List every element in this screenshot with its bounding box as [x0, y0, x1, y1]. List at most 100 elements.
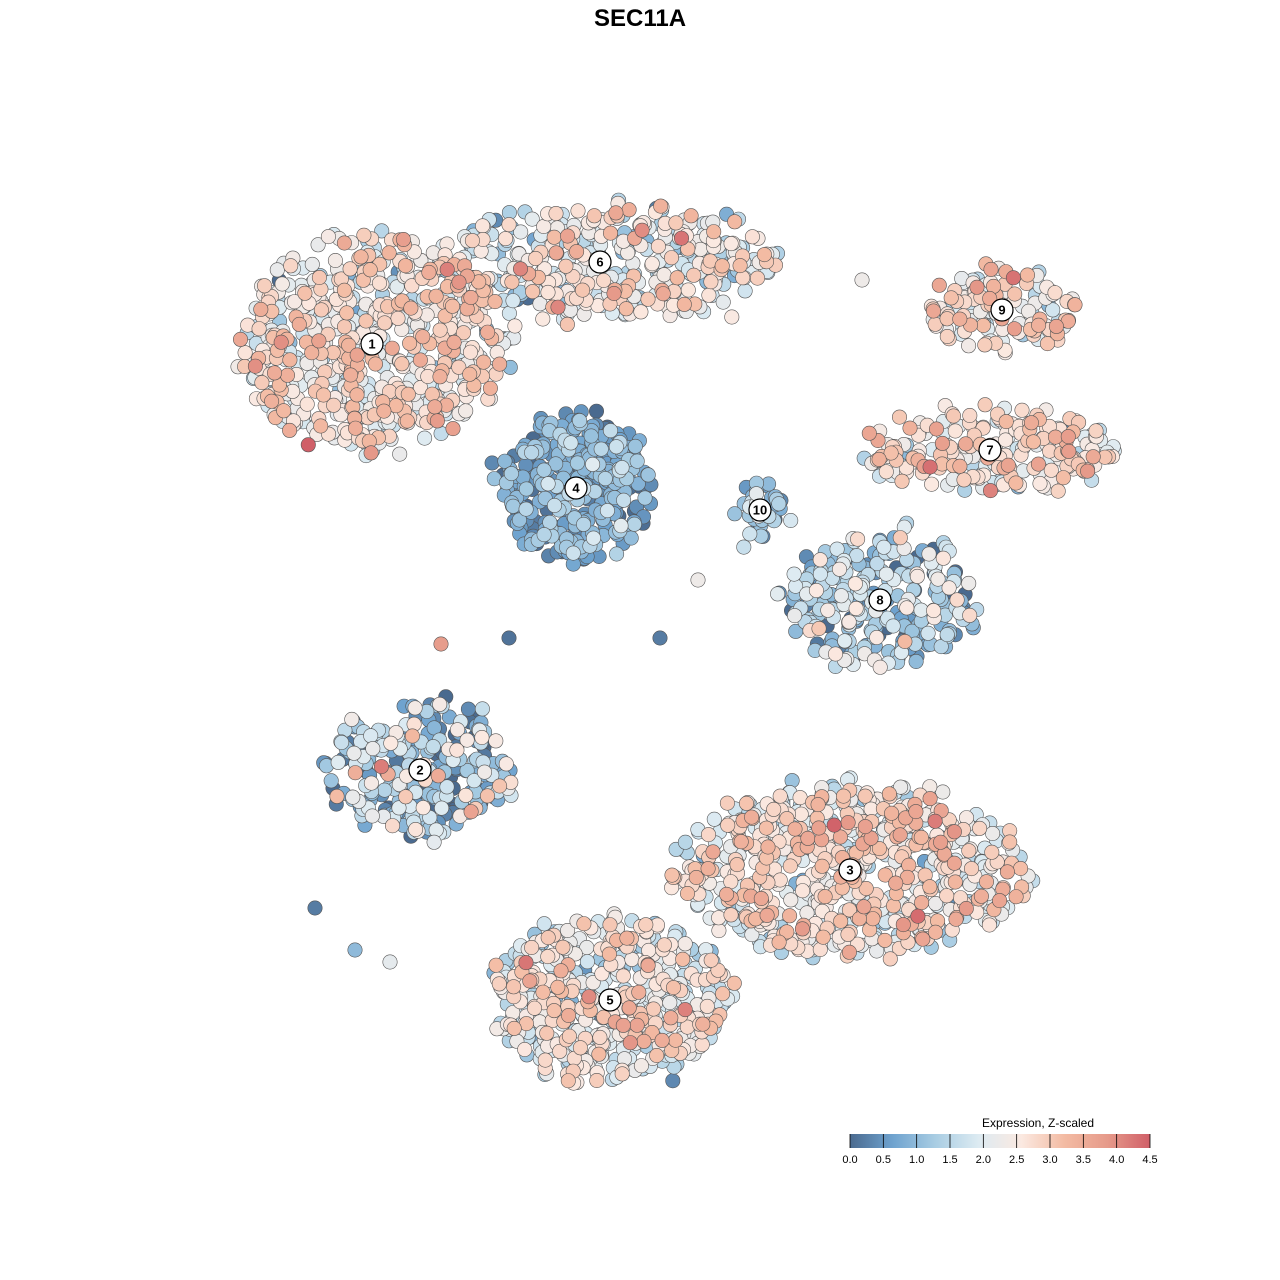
cell-point-cluster-2: [334, 734, 350, 750]
cell-point-cluster-1: [451, 359, 467, 375]
color-legend: Expression, Z-scaled 0.0 0.5 1.0 1.5 2.0 2.5 3…: [842, 1116, 1157, 1166]
cell-point-cluster-1: [282, 422, 298, 438]
cell-point-cluster-3: [999, 864, 1015, 880]
cell-point-cluster-6: [475, 218, 491, 234]
cell-point-cluster-2: [407, 700, 423, 716]
cell-point-cluster-3: [992, 893, 1008, 909]
cell-point-cluster-5: [579, 954, 595, 970]
cell-point-cluster-9: [1007, 286, 1023, 302]
cell-point-cluster-6: [570, 203, 586, 219]
cluster-label-badge: [360, 332, 384, 356]
cell-point-cluster-2: [391, 800, 407, 816]
legend-tick-label: 0.0: [842, 1154, 857, 1166]
cell-point-cluster-9: [1005, 270, 1021, 286]
cell-point-cluster-6: [640, 291, 656, 307]
cell-point-cluster-9: [975, 317, 991, 333]
cell-point-cluster-3: [963, 861, 979, 877]
cell-point-cluster-3: [782, 908, 798, 924]
cell-point-cluster-9: [1006, 321, 1022, 337]
cell-point-cluster-5: [526, 1000, 542, 1016]
cell-point-cluster-7: [883, 445, 899, 461]
cell-point-cluster-5: [592, 1029, 608, 1045]
cluster-label-badge: [564, 476, 588, 500]
cell-point-cluster-3: [933, 834, 949, 850]
cell-point-cluster-4: [563, 435, 579, 451]
cell-point-cluster-1: [347, 420, 363, 436]
cell-point-cluster-7: [1043, 462, 1059, 478]
cell-point-cluster-7: [945, 408, 961, 424]
cell-point-cluster-3: [935, 784, 951, 800]
cell-point-cluster-8: [878, 566, 894, 582]
cell-point-cluster-6: [596, 272, 612, 288]
cell-point-cluster-8: [892, 530, 908, 546]
cell-point-cluster-8: [812, 566, 828, 582]
cell-point-cluster-7: [1080, 463, 1096, 479]
cell-point-cluster-3: [814, 858, 830, 874]
cell-point-cluster-3: [857, 819, 873, 835]
legend-tick-label: 0.5: [876, 1154, 891, 1166]
cell-point-cluster-3: [914, 895, 930, 911]
cell-point-cluster-1: [349, 387, 365, 403]
cell-point-cluster-3: [978, 874, 994, 890]
cell-point-cluster-3: [795, 883, 811, 899]
cell-point-cluster-5: [553, 963, 569, 979]
cell-point-cluster-1: [279, 367, 295, 383]
cell-point-cluster-3: [677, 834, 693, 850]
cell-point-cluster-1: [394, 356, 410, 372]
cell-point-cluster-8: [849, 548, 865, 564]
cell-point-cluster-5: [536, 916, 552, 932]
cell-point-cluster-1: [313, 418, 329, 434]
cell-point-cluster-6: [618, 301, 634, 317]
cell-point-cluster-1: [276, 403, 292, 419]
cell-point-cluster-1: [402, 335, 418, 351]
cell-point-cluster-5: [540, 930, 556, 946]
cell-point-cluster-3: [871, 841, 887, 857]
cell-point-cluster-1: [355, 272, 371, 288]
cell-point-cluster-7: [1025, 434, 1041, 450]
cell-point-cluster-1: [445, 421, 461, 437]
cell-point-cluster-3: [688, 869, 704, 885]
cell-point-cluster-1: [374, 223, 390, 239]
cell-point-cluster-8: [841, 614, 857, 630]
cell-point-cluster-3: [840, 815, 856, 831]
cell-point-cluster-2: [492, 778, 508, 794]
cell-point-cluster-7: [982, 483, 998, 499]
cell-point-cluster-3: [908, 804, 924, 820]
cell-point-cluster-1: [400, 386, 416, 402]
cell-point-cluster-1: [367, 356, 383, 372]
cell-point-cluster-1: [458, 403, 474, 419]
cell-point-cluster-3: [981, 917, 997, 933]
cell-point-cluster-5: [656, 937, 672, 953]
cell-point-cluster-7: [1030, 456, 1046, 472]
cell-point-cluster-4: [546, 497, 562, 513]
cell-point-cluster-3: [858, 880, 874, 896]
cluster-label-1: 1: [360, 332, 384, 356]
cell-point-cluster-2: [347, 765, 363, 781]
cell-point-cluster-8: [869, 629, 885, 645]
cell-point-cluster-8: [811, 620, 827, 636]
cell-point-cluster-1: [339, 305, 355, 321]
cell-point-cluster-8: [933, 639, 949, 655]
cell-point-cluster-1: [476, 354, 492, 370]
cell-point-cluster-3: [961, 843, 977, 859]
cell-point-cluster-1: [462, 366, 478, 382]
cell-point-cluster-1: [336, 282, 352, 298]
cell-point-cluster-2: [344, 711, 360, 727]
cell-point-cluster-1: [342, 261, 358, 277]
cell-point-cluster-10: [783, 512, 799, 528]
cell-point-cluster-5: [561, 1028, 577, 1044]
cell-point-cluster-3: [973, 888, 989, 904]
cell-point-cluster-3: [832, 829, 848, 845]
cell-point-cluster-6: [663, 250, 679, 266]
cell-point-cluster-3: [810, 797, 826, 813]
cell-point-cluster-6: [559, 316, 575, 332]
cluster-label-badge: [748, 498, 772, 522]
cell-point-cluster-4: [505, 498, 521, 514]
cell-point-cluster-1: [233, 331, 249, 347]
cell-point-cluster-1: [283, 258, 299, 274]
cell-point-cluster-3: [927, 924, 943, 940]
cell-point-cluster-1: [363, 445, 379, 461]
cell-point-cluster-7: [861, 425, 877, 441]
cell-point-cluster-8: [897, 633, 913, 649]
cell-point-cluster-6: [715, 294, 731, 310]
